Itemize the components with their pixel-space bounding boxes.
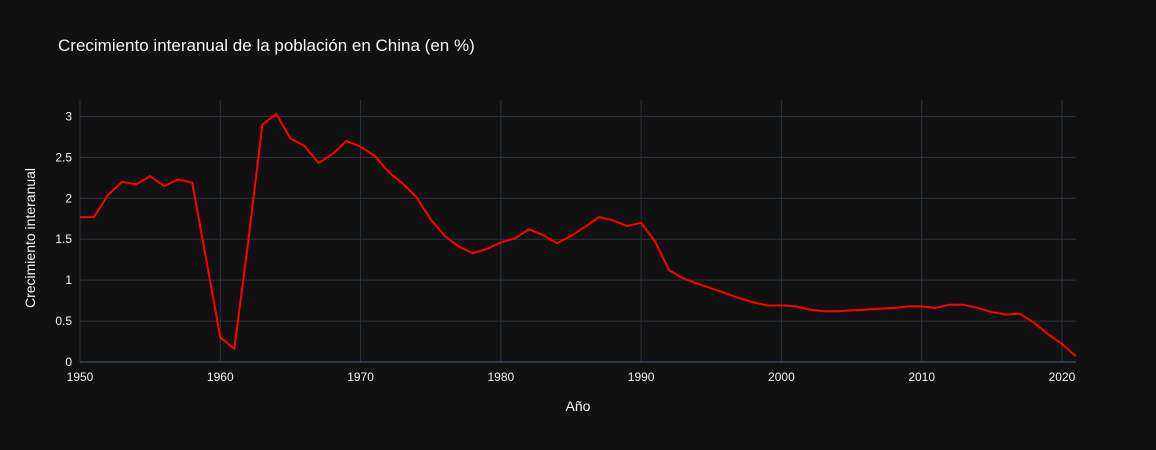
y-tick-label: 0.5 <box>55 314 72 328</box>
series-line <box>80 112 1077 358</box>
x-tick-label: 1970 <box>347 370 374 384</box>
series-layer <box>80 112 1077 358</box>
x-tick-label: 1960 <box>207 370 234 384</box>
y-tick-label: 1 <box>65 273 72 287</box>
y-tick-label: 0 <box>65 355 72 369</box>
x-tick-label: 1980 <box>487 370 514 384</box>
tick-labels: 1950 1960 1970 1980 1990 2000 2010 2020 0 0.5 1 1.5… <box>55 109 1075 384</box>
x-tick-label: 2000 <box>768 370 795 384</box>
x-axis-title: Año <box>566 398 591 414</box>
grid <box>79 100 1076 363</box>
y-tick-label: 1.5 <box>55 232 72 246</box>
x-tick-label: 1990 <box>628 370 655 384</box>
y-tick-label: 3 <box>65 109 72 123</box>
x-tick-label: 2010 <box>908 370 935 384</box>
y-tick-label: 2 <box>65 191 72 205</box>
chart-title: Crecimiento interanual de la población e… <box>58 36 475 55</box>
y-tick-label: 2.5 <box>55 150 72 164</box>
y-axis-title: Crecimiento interanual <box>22 168 38 308</box>
x-tick-label: 2020 <box>1049 370 1076 384</box>
x-tick-label: 1950 <box>67 370 94 384</box>
